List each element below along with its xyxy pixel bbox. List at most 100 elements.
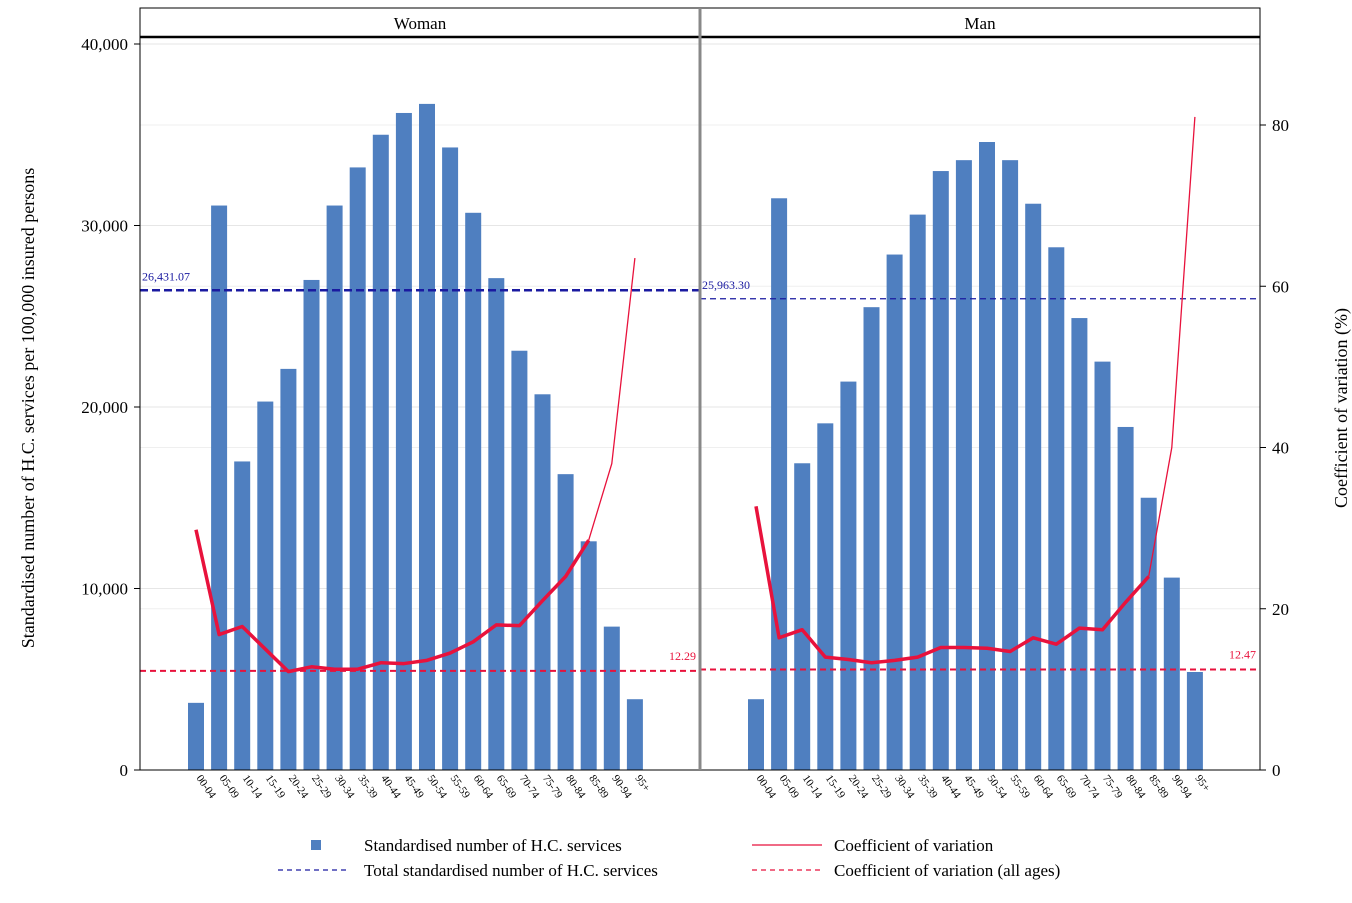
- legend-swatch-0: [311, 840, 321, 850]
- bar-man-05-09: [771, 198, 787, 770]
- xtick-woman-50-54: 50-54: [425, 773, 450, 801]
- xtick-woman-35-39: 35-39: [355, 773, 380, 801]
- legend-item-1: Coefficient of variation: [752, 836, 994, 855]
- bar-man-55-59: [1002, 160, 1018, 770]
- cv-line-thin-woman: [589, 258, 635, 540]
- bar-man-85-89: [1141, 498, 1157, 770]
- xtick-man-15-19: 15-19: [823, 773, 848, 801]
- xtick-woman-80-84: 80-84: [563, 773, 588, 801]
- xtick-woman-00-04: 00-04: [194, 773, 219, 801]
- y-right-title: Coefficient of variation (%): [1331, 308, 1352, 508]
- bar-man-60-64: [1025, 204, 1041, 770]
- xtick-man-95+: 95+: [1192, 773, 1212, 794]
- ytick-left-label-2: 20,000: [81, 398, 128, 417]
- bar-woman-75-79: [535, 394, 551, 770]
- xtick-woman-65-69: 65-69: [494, 773, 519, 801]
- bar-woman-60-64: [465, 213, 481, 770]
- bar-woman-10-14: [234, 461, 250, 770]
- xtick-woman-45-49: 45-49: [401, 773, 426, 801]
- xtick-woman-90-94: 90-94: [609, 773, 634, 801]
- bar-man-30-34: [887, 255, 903, 770]
- xtick-man-10-14: 10-14: [800, 773, 825, 801]
- legend-item-2: Total standardised number of H.C. servic…: [278, 861, 658, 880]
- legend-label-0: Standardised number of H.C. services: [364, 836, 622, 855]
- panel-title-woman: Woman: [394, 14, 447, 33]
- ytick-right-label-3: 60: [1272, 277, 1289, 296]
- legend-item-0: Standardised number of H.C. services: [311, 836, 622, 855]
- bar-woman-70-74: [511, 351, 527, 770]
- legend-label-3: Coefficient of variation (all ages): [834, 861, 1060, 880]
- cv-all-label-woman: 12.29: [669, 649, 696, 663]
- xtick-man-60-64: 60-64: [1031, 773, 1056, 801]
- xtick-man-50-54: 50-54: [985, 773, 1010, 801]
- xtick-woman-10-14: 10-14: [240, 773, 265, 801]
- xtick-man-00-04: 00-04: [754, 773, 779, 801]
- ytick-left-label-0: 0: [120, 761, 129, 780]
- xtick-man-75-79: 75-79: [1100, 773, 1125, 801]
- xtick-man-35-39: 35-39: [915, 773, 940, 801]
- bar-woman-20-24: [280, 369, 296, 770]
- ytick-left-label-1: 10,000: [81, 580, 128, 599]
- bar-woman-40-44: [373, 135, 389, 770]
- panel-title-man: Man: [964, 14, 996, 33]
- legend-label-2: Total standardised number of H.C. servic…: [364, 861, 658, 880]
- ytick-left-label-4: 40,000: [81, 35, 128, 54]
- xtick-woman-40-44: 40-44: [378, 773, 403, 801]
- xtick-man-25-29: 25-29: [869, 773, 894, 801]
- xtick-woman-75-79: 75-79: [540, 773, 565, 801]
- xtick-woman-60-64: 60-64: [471, 773, 496, 801]
- xtick-man-20-24: 20-24: [846, 773, 871, 801]
- bar-woman-00-04: [188, 703, 204, 770]
- bar-man-95+: [1187, 672, 1203, 770]
- bar-woman-85-89: [581, 541, 597, 770]
- bar-man-90-94: [1164, 578, 1180, 770]
- xtick-woman-95+: 95+: [632, 773, 652, 794]
- xtick-woman-85-89: 85-89: [586, 773, 611, 801]
- cv-line-thick-woman: [196, 530, 589, 672]
- xtick-woman-30-34: 30-34: [332, 773, 357, 801]
- bar-woman-65-69: [488, 278, 504, 770]
- xtick-man-70-74: 70-74: [1077, 773, 1102, 801]
- xtick-man-90-94: 90-94: [1169, 773, 1194, 801]
- ytick-left-label-3: 30,000: [81, 217, 128, 236]
- bar-man-10-14: [794, 463, 810, 770]
- xtick-man-55-59: 55-59: [1008, 773, 1033, 801]
- legend-label-1: Coefficient of variation: [834, 836, 994, 855]
- total-label-man: 25,963.30: [702, 278, 750, 292]
- cv-line-thick-man: [756, 506, 1149, 662]
- bar-woman-80-84: [558, 474, 574, 770]
- xtick-woman-55-59: 55-59: [448, 773, 473, 801]
- ytick-right-label-1: 20: [1272, 600, 1289, 619]
- xtick-man-05-09: 05-09: [777, 773, 802, 801]
- cv-all-label-man: 12.47: [1229, 647, 1256, 661]
- xtick-man-30-34: 30-34: [892, 773, 917, 801]
- bar-man-50-54: [979, 142, 995, 770]
- xtick-man-45-49: 45-49: [961, 773, 986, 801]
- bar-woman-55-59: [442, 147, 458, 770]
- ytick-right-label-4: 80: [1272, 116, 1289, 135]
- legend-item-3: Coefficient of variation (all ages): [752, 861, 1060, 880]
- ytick-right-label-0: 0: [1272, 761, 1281, 780]
- bar-man-15-19: [817, 423, 833, 770]
- xtick-woman-05-09: 05-09: [217, 773, 242, 801]
- bar-man-20-24: [840, 382, 856, 770]
- xtick-woman-25-29: 25-29: [309, 773, 334, 801]
- bar-man-00-04: [748, 699, 764, 770]
- bar-woman-95+: [627, 699, 643, 770]
- xtick-man-80-84: 80-84: [1123, 773, 1148, 801]
- xtick-woman-70-74: 70-74: [517, 773, 542, 801]
- bar-man-70-74: [1071, 318, 1087, 770]
- bar-woman-35-39: [350, 167, 366, 770]
- bar-woman-25-29: [304, 280, 320, 770]
- bar-woman-90-94: [604, 627, 620, 770]
- xtick-man-85-89: 85-89: [1146, 773, 1171, 801]
- bar-man-40-44: [933, 171, 949, 770]
- xtick-woman-20-24: 20-24: [286, 773, 311, 801]
- bar-man-65-69: [1048, 247, 1064, 770]
- bar-man-35-39: [910, 215, 926, 770]
- y-left-title: Standardised number of H.C. services per…: [18, 168, 38, 648]
- xtick-man-65-69: 65-69: [1054, 773, 1079, 801]
- bar-man-75-79: [1095, 362, 1111, 770]
- bar-woman-15-19: [257, 402, 273, 770]
